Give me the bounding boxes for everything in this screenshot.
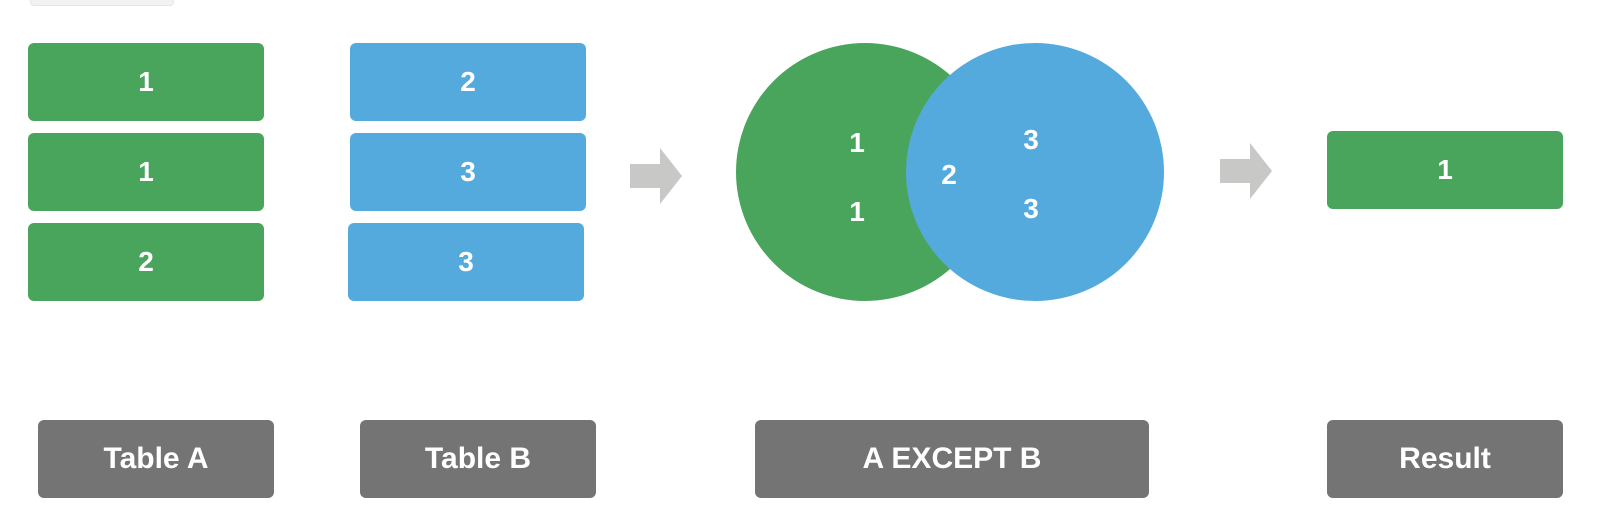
table-a-label: Table A — [38, 420, 274, 498]
table-a-row: 1 — [28, 133, 264, 211]
venn-intersection-value: 2 — [941, 159, 957, 190]
venn-b-value: 3 — [1023, 124, 1039, 155]
table-a-row: 1 — [28, 43, 264, 121]
venn-b-value: 3 — [1023, 193, 1039, 224]
operation-label: A EXCEPT B — [755, 420, 1149, 498]
table-a-row: 2 — [28, 223, 264, 301]
table-b-row: 3 — [348, 223, 584, 301]
table-b-row: 3 — [350, 133, 586, 211]
venn-circle-b — [906, 43, 1164, 301]
table-b-label: Table B — [360, 420, 596, 498]
venn-a-value: 1 — [849, 127, 865, 158]
right-arrow-icon — [630, 148, 682, 204]
venn-a-value: 1 — [849, 196, 865, 227]
table-b-row: 2 — [350, 43, 586, 121]
right-arrow-icon — [1220, 143, 1272, 199]
result-label: Result — [1327, 420, 1563, 498]
top-tab-fragment — [30, 0, 174, 6]
result-row: 1 — [1327, 131, 1563, 209]
